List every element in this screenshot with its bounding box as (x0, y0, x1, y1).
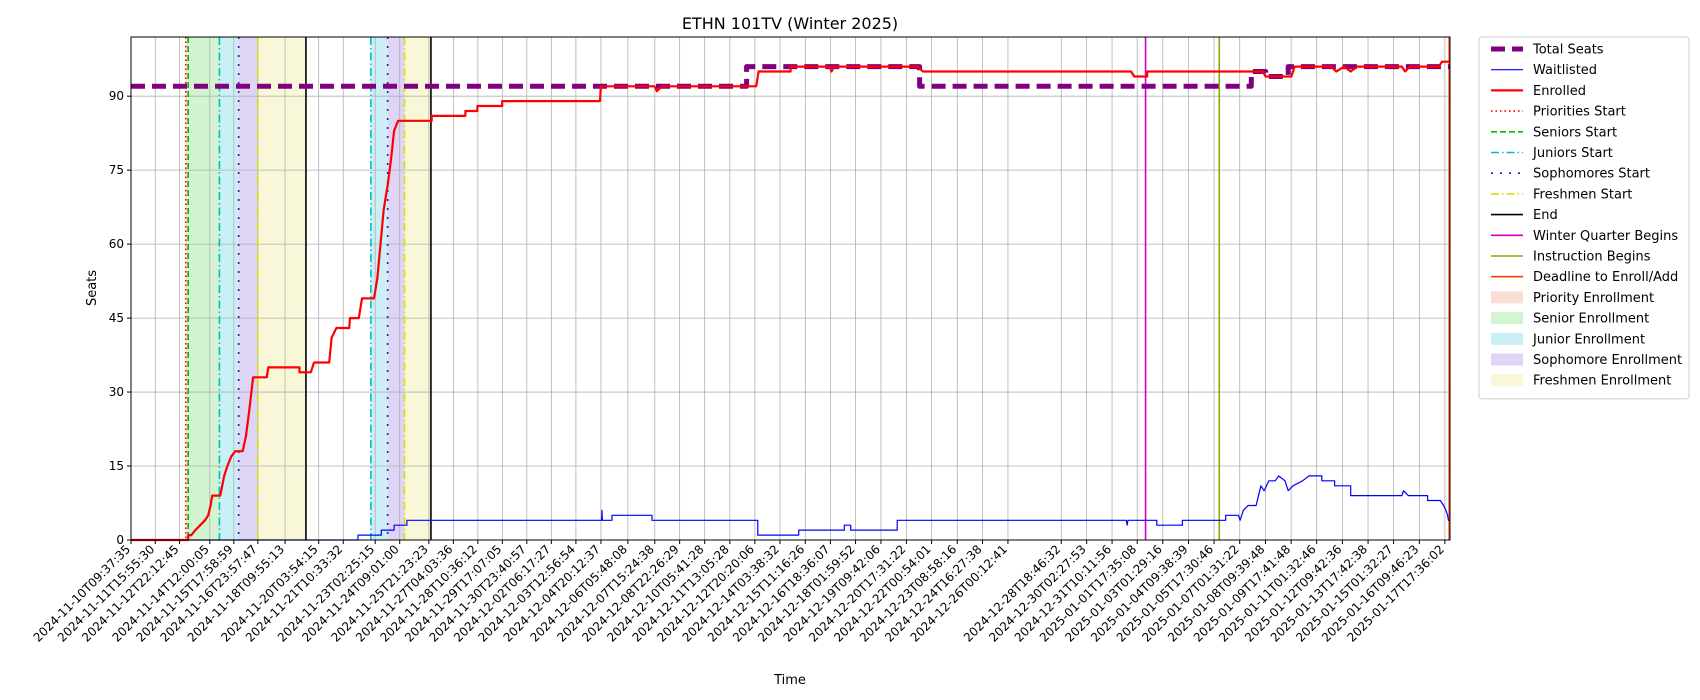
legend-label-7: Freshmen Start (1533, 187, 1632, 202)
legend-label-12: Priority Enrollment (1533, 291, 1654, 306)
series-line-1 (131, 475, 1450, 541)
legend-label-3: Priorities Start (1533, 105, 1626, 120)
plot-frame (130, 36, 1451, 541)
y-tick-label-0: 0 (116, 533, 124, 547)
legend-swatch-14 (1491, 332, 1523, 345)
y-tick-label-6: 90 (109, 89, 124, 103)
legend-label-16: Freshmen Enrollment (1533, 374, 1671, 389)
band-0-0 (185, 37, 189, 540)
legend-label-13: Senior Enrollment (1533, 312, 1649, 327)
chart-title: ETHN 101TV (Winter 2025) (682, 14, 898, 33)
y-tick-label-4: 60 (109, 237, 124, 251)
band-4-0 (257, 37, 306, 540)
legend-label-14: Junior Enrollment (1532, 332, 1645, 347)
legend-label-0: Total Seats (1532, 43, 1604, 58)
y-axis-ticks: 0 15 30 45 60 75 90 (109, 89, 131, 547)
band-3-1 (387, 37, 405, 540)
legend-label-15: Sophomore Enrollment (1533, 353, 1682, 368)
y-tick-label-2: 30 (109, 385, 124, 399)
legend-swatch-15 (1491, 353, 1523, 366)
legend-swatch-12 (1491, 291, 1523, 304)
legend: Total Seats Waitlisted Enrolled Priorities … (1478, 36, 1690, 400)
series-lines (131, 60, 1450, 542)
legend-label-8: End (1533, 208, 1558, 223)
y-axis-label: Seats (85, 270, 100, 306)
legend-label-11: Deadline to Enroll/Add (1533, 270, 1678, 285)
series-line-2 (131, 60, 1450, 542)
legend-swatch-16 (1491, 374, 1523, 387)
y-tick-label-3: 45 (109, 311, 124, 325)
x-axis-ticks: 2024-11-10T09:37:352024-11-11T15:55:3020… (31, 540, 1447, 645)
legend-label-10: Instruction Begins (1533, 250, 1651, 265)
band-4-1 (404, 37, 431, 540)
band-2-1 (370, 37, 388, 540)
band-3-0 (238, 37, 258, 540)
x-axis-label: Time (773, 673, 806, 688)
legend-label-6: Sophomores Start (1533, 167, 1650, 182)
y-tick-label-1: 15 (109, 459, 124, 473)
legend-label-1: Waitlisted (1533, 63, 1597, 78)
y-tick-label-5: 75 (109, 163, 124, 177)
legend-swatch-13 (1491, 312, 1523, 325)
legend-label-9: Winter Quarter Begins (1533, 229, 1678, 244)
legend-frame (1478, 36, 1690, 400)
legend-label-4: Seniors Start (1533, 125, 1617, 140)
legend-label-5: Juniors Start (1532, 146, 1613, 161)
grid-lines (130, 37, 1450, 541)
legend-label-2: Enrolled (1533, 84, 1586, 99)
band-1-0 (188, 37, 220, 540)
enrollment-bands (185, 37, 431, 540)
series-line-0 (131, 64, 1450, 89)
